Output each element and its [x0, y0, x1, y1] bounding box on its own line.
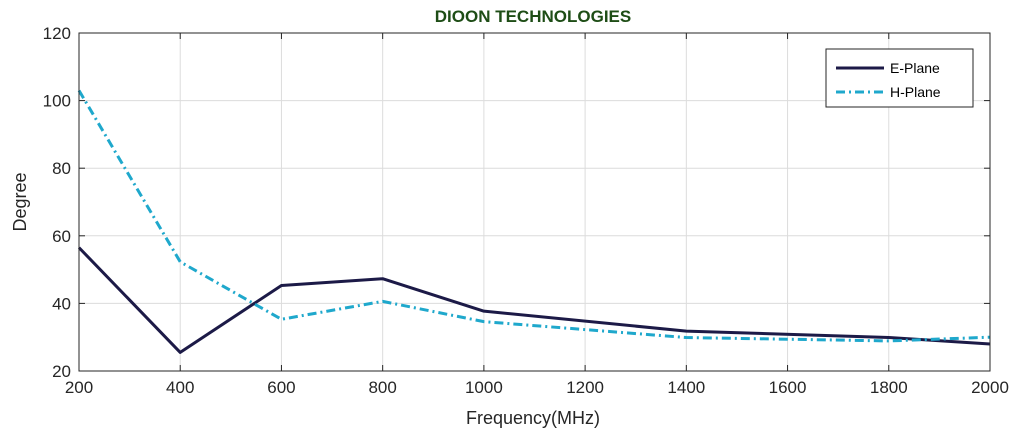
x-tick-label: 600 — [267, 378, 295, 397]
tick-labels: 200 400 600 800 1000 1200 1400 1600 1800 2000 20 40… — [43, 24, 1009, 397]
y-axis-label: Degree — [10, 172, 30, 231]
y-tick-label: 40 — [52, 294, 71, 313]
series-lines — [77, 89, 991, 354]
y-tick-label: 100 — [43, 92, 71, 111]
series-line-h-plane — [77, 89, 991, 343]
x-tick-label: 200 — [65, 378, 93, 397]
x-tick-label: 1000 — [465, 378, 503, 397]
chart-title: DIOON TECHNOLOGIES — [435, 7, 631, 26]
x-tick-label: 2000 — [971, 378, 1009, 397]
x-tick-label: 800 — [368, 378, 396, 397]
y-tick-label: 80 — [52, 159, 71, 178]
y-tick-label: 60 — [52, 227, 71, 246]
series-line-e-plane — [77, 246, 991, 354]
legend-box — [825, 48, 974, 108]
y-tick-label: 20 — [52, 362, 71, 381]
legend: E-Plane H-Plane — [825, 48, 974, 108]
x-tick-label: 400 — [166, 378, 194, 397]
x-axis-label: Frequency(MHz) — [466, 408, 600, 428]
legend-label: E-Plane — [890, 60, 940, 76]
x-tick-label: 1400 — [667, 378, 705, 397]
legend-label: H-Plane — [890, 84, 941, 100]
x-tick-label: 1200 — [566, 378, 604, 397]
x-tick-label: 1800 — [870, 378, 908, 397]
plot-frame — [78, 32, 991, 372]
y-tick-label: 120 — [43, 24, 71, 43]
x-tick-label: 1600 — [769, 378, 807, 397]
